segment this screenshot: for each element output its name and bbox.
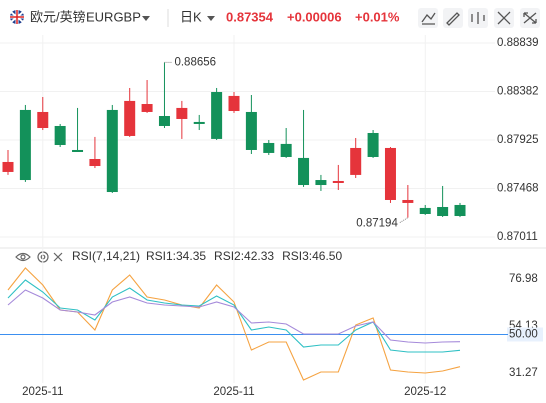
y-tick-label: 31.27 — [509, 367, 538, 379]
pair-name: 欧元/英镑 — [30, 9, 86, 24]
rsi-line — [7, 289, 461, 344]
period[interactable]: 日K — [180, 9, 202, 24]
y-tick-label: 76.98 — [509, 273, 538, 285]
candle-body — [54, 125, 66, 145]
candle-body — [280, 143, 292, 157]
high-label: 0.88656 — [174, 56, 216, 68]
candle-body — [19, 109, 31, 181]
candle-body — [124, 100, 136, 136]
candle-body — [193, 121, 205, 124]
candle-body — [211, 92, 223, 139]
price: 0.87354 — [226, 9, 274, 24]
rsi-title: RSI(7,14,21) — [72, 249, 140, 263]
candle-body — [315, 180, 327, 186]
low-leader — [399, 217, 409, 224]
symbol-caret[interactable] — [142, 16, 150, 21]
rsi-line — [7, 267, 461, 381]
candle-body — [106, 109, 118, 193]
y-tick-label: 0.87925 — [497, 134, 539, 146]
candle-body — [2, 161, 14, 172]
candle-body — [37, 111, 49, 129]
flag — [10, 10, 24, 24]
candle-body — [419, 207, 431, 214]
candle-body — [298, 157, 310, 186]
plot: 0.88839 0.88382 0.87925 0.87468 0.87011 2025-… — [0, 35, 543, 398]
period-caret[interactable] — [207, 16, 215, 21]
change-pct: +0.01% — [355, 9, 400, 24]
candle-body — [350, 147, 362, 175]
y-tick-label: 0.88382 — [497, 86, 539, 98]
y-tick-label: 0.87011 — [497, 231, 538, 243]
candle-body — [89, 159, 101, 167]
legend-entry: RSI1:34.35 — [146, 249, 206, 263]
legend-entry: RSI3:46.50 — [282, 249, 342, 263]
x-tick-label: 2025-12 — [404, 386, 446, 398]
candle-body — [141, 104, 153, 112]
legend-entry: RSI2:42.33 — [214, 249, 274, 263]
candle-body — [332, 180, 344, 183]
candle-body — [72, 149, 84, 152]
x-tick-label: 2025-11 — [213, 386, 254, 398]
low-label: 0.87194 — [356, 218, 398, 230]
candle-body — [158, 116, 170, 126]
y-tick-label: 0.87468 — [497, 183, 539, 195]
y-tick-label: 50.00 — [509, 329, 538, 341]
ref-label-box — [507, 327, 543, 342]
candle-body — [176, 107, 188, 119]
candle-body — [263, 142, 275, 153]
candle-body — [384, 147, 396, 200]
tool-icons[interactable] — [418, 8, 540, 28]
x-tick-label: 2025-11 — [22, 386, 63, 398]
candle-body — [402, 199, 414, 203]
change: +0.00006 — [287, 9, 342, 24]
candle-body — [228, 95, 240, 112]
candle-body — [437, 206, 449, 217]
candle-body — [245, 111, 257, 150]
candle-body — [454, 204, 466, 217]
y-tick-label: 0.88839 — [497, 37, 539, 49]
symbol[interactable]: EURGBP — [86, 9, 141, 24]
candle-body — [367, 132, 379, 157]
